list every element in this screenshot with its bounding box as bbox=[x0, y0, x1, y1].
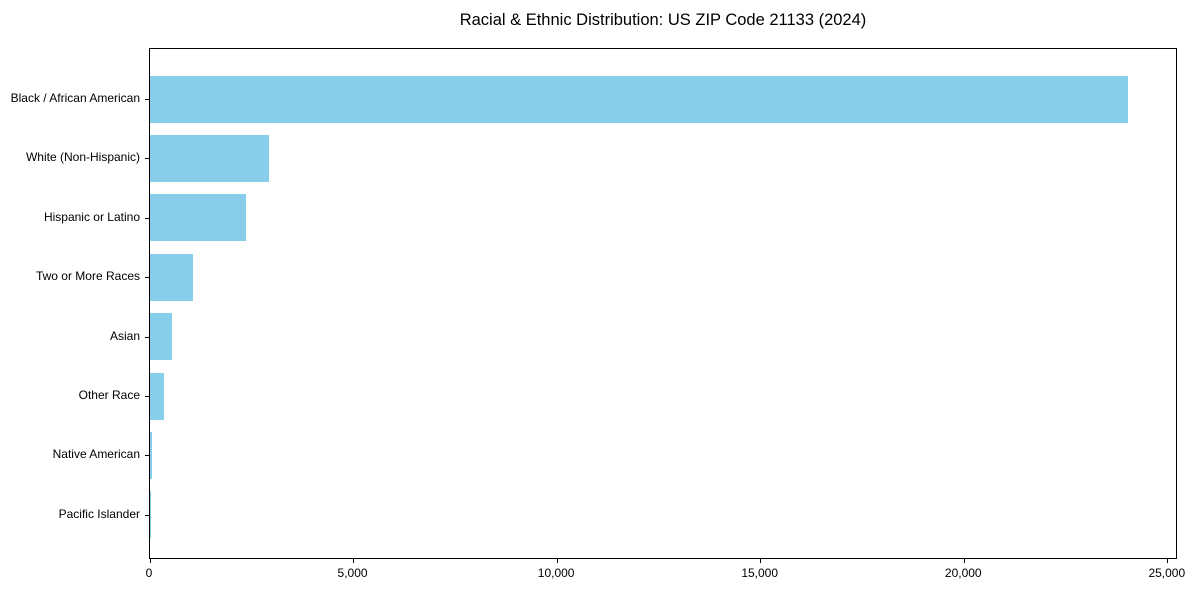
y-tick-mark bbox=[145, 217, 149, 219]
x-tick-mark bbox=[1167, 559, 1169, 563]
y-tick-mark bbox=[145, 455, 149, 457]
x-tick-mark bbox=[149, 559, 151, 563]
x-tick-label: 5,000 bbox=[337, 566, 368, 580]
x-tick-label: 15,000 bbox=[741, 566, 779, 580]
bar bbox=[150, 372, 165, 420]
x-tick-mark bbox=[353, 559, 355, 563]
plot-area bbox=[145, 48, 1177, 563]
bar bbox=[150, 313, 172, 361]
x-tick-mark bbox=[760, 559, 762, 563]
y-tick-label: Pacific Islander bbox=[58, 506, 140, 521]
chart-title: Racial & Ethnic Distribution: US ZIP Cod… bbox=[459, 11, 867, 29]
x-tick-label: 10,000 bbox=[537, 566, 575, 580]
y-tick-mark bbox=[145, 396, 149, 397]
y-tick-label: Asian bbox=[109, 328, 140, 343]
bar bbox=[150, 431, 152, 479]
bar bbox=[150, 491, 151, 539]
y-tick-label: Hispanic or Latino bbox=[43, 209, 140, 224]
y-tick-label: Two or More Races bbox=[35, 269, 140, 284]
y-tick-mark bbox=[145, 514, 149, 516]
x-tick-label: 20,000 bbox=[944, 566, 982, 580]
bar bbox=[150, 194, 246, 242]
y-tick-label: Other Race bbox=[78, 388, 140, 402]
x-tick-label: 0 bbox=[145, 566, 153, 580]
x-tick-mark bbox=[556, 559, 558, 563]
y-tick-mark bbox=[145, 277, 149, 279]
y-tick-label: Black / African American bbox=[10, 91, 140, 105]
y-tick-mark bbox=[145, 99, 149, 100]
y-tick-label: Native American bbox=[52, 447, 140, 462]
bar bbox=[150, 134, 269, 182]
y-tick-mark bbox=[145, 158, 149, 160]
y-tick-label: White (Non-Hispanic) bbox=[25, 150, 140, 165]
x-tick-mark bbox=[963, 559, 965, 563]
bar bbox=[150, 75, 1128, 123]
bar bbox=[150, 253, 194, 301]
y-tick-mark bbox=[145, 336, 149, 338]
x-tick-label: 25,000 bbox=[1148, 566, 1186, 580]
